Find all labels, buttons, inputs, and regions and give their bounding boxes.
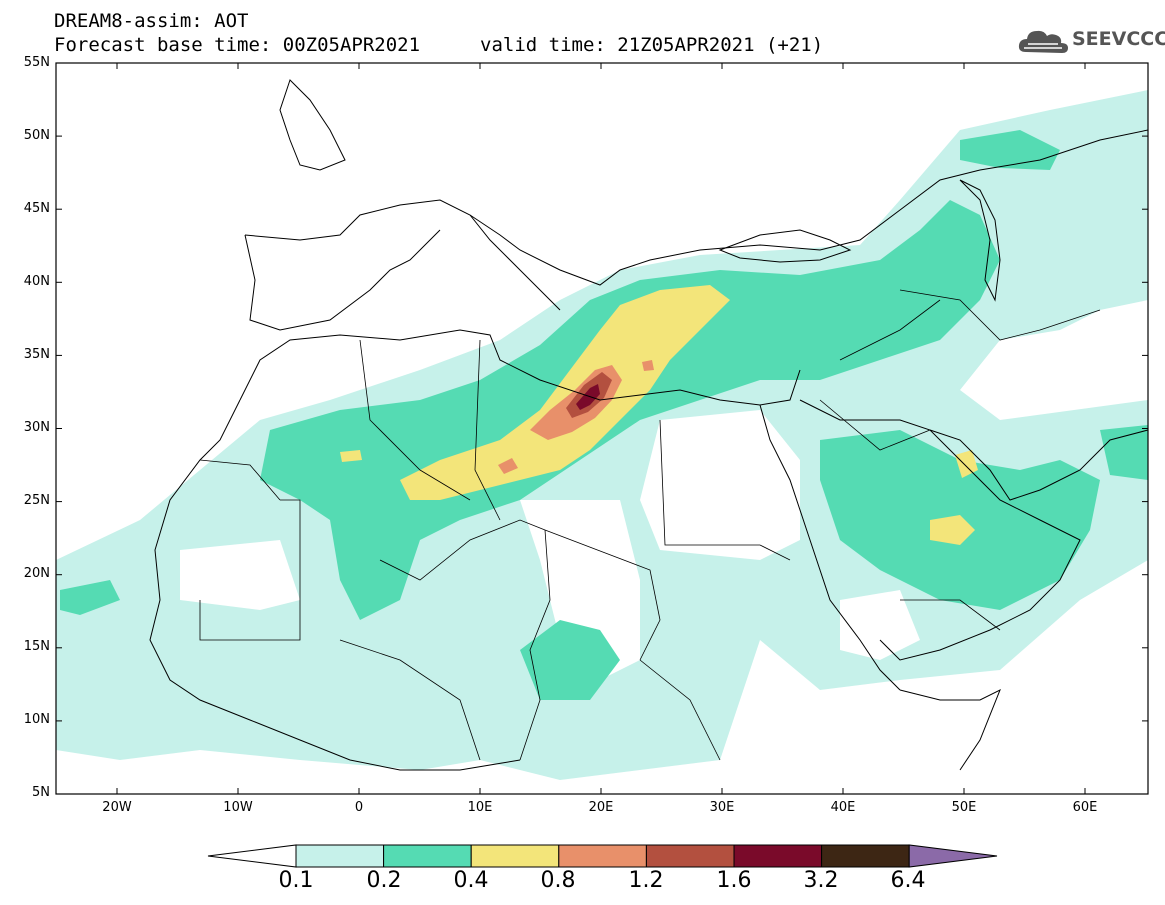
lat-label: 35N (23, 347, 50, 362)
coastlines (149, 79, 1148, 771)
lon-label: 20W (102, 800, 132, 815)
lat-label: 40N (23, 274, 50, 289)
aot-band-0.4-gulf (955, 450, 978, 478)
colorbar-label: 0.8 (540, 868, 576, 893)
coastline-italy (469, 214, 561, 311)
aot-band-0.1-hole-west (180, 540, 300, 610)
aot-band-0.2-north (960, 130, 1060, 170)
lat-label: 20N (23, 566, 50, 581)
coastline-arabia (799, 399, 1081, 661)
lat-label: 15N (23, 639, 50, 654)
aot-band-1.6 (576, 384, 600, 410)
coastline-persian-gulf (929, 429, 1148, 501)
coastline-black-sea (718, 229, 852, 263)
colorbar-label: 1.2 (628, 868, 664, 893)
lon-label: 40E (830, 800, 856, 815)
aot-band-0.1-hole-niger (520, 500, 640, 680)
cloud-icon (1018, 30, 1068, 53)
country-borders (199, 289, 1101, 761)
coastline-britain (279, 79, 346, 171)
lon-label: 60E (1072, 800, 1098, 815)
lat-label: 25N (23, 493, 50, 508)
aot-band-0.1-hole-sahara (640, 410, 800, 560)
title-base-time: Forecast base time: 00Z05APR2021 (54, 34, 421, 56)
aot-band-0.8-c (642, 360, 654, 371)
lon-label: 0 (354, 800, 364, 815)
aot-band-0.2-westcoast (60, 580, 120, 615)
colorbar-label: 3.2 (803, 868, 839, 893)
lon-label: 20E (588, 800, 614, 815)
colorbar-label: 0.1 (278, 868, 314, 893)
lat-label: 55N (23, 55, 50, 70)
colorbar-label: 0.2 (366, 868, 402, 893)
lat-label: 10N (23, 712, 50, 727)
aot-band-0.4-atlas (340, 450, 362, 462)
lon-label: 10E (467, 800, 493, 815)
logo-text: SEEVCCC (1072, 28, 1165, 50)
coastline-west-africa (149, 399, 521, 771)
aot-band-0.4 (400, 285, 730, 500)
aot-band-0.8-b (498, 458, 518, 474)
colorbar-label: 0.4 (453, 868, 489, 893)
aot-band-0.2-sahel (520, 620, 620, 700)
aot-contour-field (56, 63, 1148, 794)
coastline-europe (244, 129, 1148, 286)
aot-band-0.1-hole-arabia (840, 590, 920, 660)
lon-label: 30E (709, 800, 735, 815)
coastline-horn (899, 688, 1001, 771)
title-valid-time: valid time: 21Z05APR2021 (+21) (480, 34, 824, 56)
lat-label: 5N (32, 785, 50, 800)
aot-band-0.2-gulf (1100, 425, 1148, 480)
lat-label: 30N (23, 420, 50, 435)
coastline-caspian (959, 179, 1001, 302)
lat-label: 45N (23, 201, 50, 216)
colorbar-label: 6.4 (890, 868, 926, 893)
lat-label: 50N (23, 128, 50, 143)
lon-label: 50E (951, 800, 977, 815)
coastline-north-africa (239, 329, 801, 406)
title-variable: DREAM8-assim: AOT (54, 10, 249, 32)
map-ticks (56, 62, 1148, 795)
coastline-red-sea (759, 404, 901, 691)
coastline-iberia (244, 229, 441, 331)
seevccc-logo: SEEVCCC (1018, 26, 1165, 56)
colorbar-label: 1.6 (716, 868, 752, 893)
aot-band-0.4-arabia (930, 515, 975, 545)
lon-label: 10W (223, 800, 253, 815)
